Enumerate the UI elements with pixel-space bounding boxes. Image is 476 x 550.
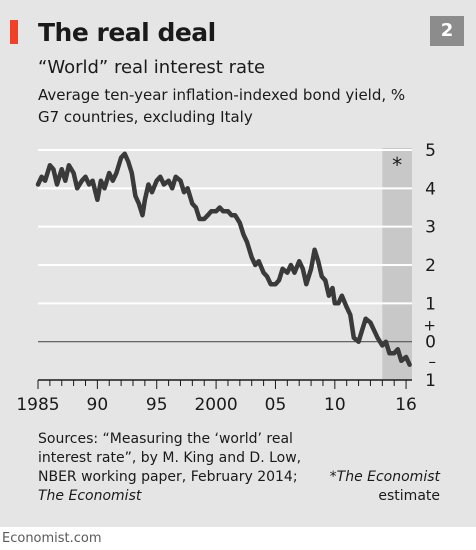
x-tick-label: 05	[265, 395, 287, 415]
series-line	[38, 154, 410, 365]
footnote-line-1: *The Economist	[330, 468, 440, 487]
source-line-4: The Economist	[38, 487, 328, 506]
y-tick-label: 2	[425, 256, 436, 276]
brand-label: Economist.com	[2, 531, 102, 546]
y-tick-label: 1	[425, 294, 436, 314]
y-tick-label: 4	[425, 179, 436, 199]
x-tick-label: 90	[87, 395, 109, 415]
zero-minus-marker: –	[429, 353, 437, 371]
x-tick-label: 1985	[16, 395, 59, 415]
estimate-asterisk: *	[392, 153, 402, 177]
zero-plus-marker: +	[423, 317, 436, 335]
y-tick-label: 5	[425, 141, 436, 161]
x-tick-label: 2000	[194, 395, 237, 415]
y-tick-label: 1	[425, 371, 436, 391]
source-line-3: NBER working paper, February 2014;	[38, 468, 328, 487]
estimate-footnote: *The Economist estimate	[330, 468, 440, 506]
x-tick-label: 95	[146, 395, 168, 415]
y-tick-label: 0	[425, 333, 436, 353]
source-note: Sources: “Measuring the ‘world’ real int…	[38, 430, 328, 506]
source-line-2: interest rate”, by M. King and D. Low,	[38, 449, 328, 468]
x-tick-label: 10	[324, 395, 346, 415]
footnote-line-2: estimate	[330, 487, 440, 506]
x-tick-label: 16	[395, 395, 417, 415]
source-line-1: Sources: “Measuring the ‘world’ real	[38, 430, 328, 449]
y-tick-label: 3	[425, 218, 436, 238]
